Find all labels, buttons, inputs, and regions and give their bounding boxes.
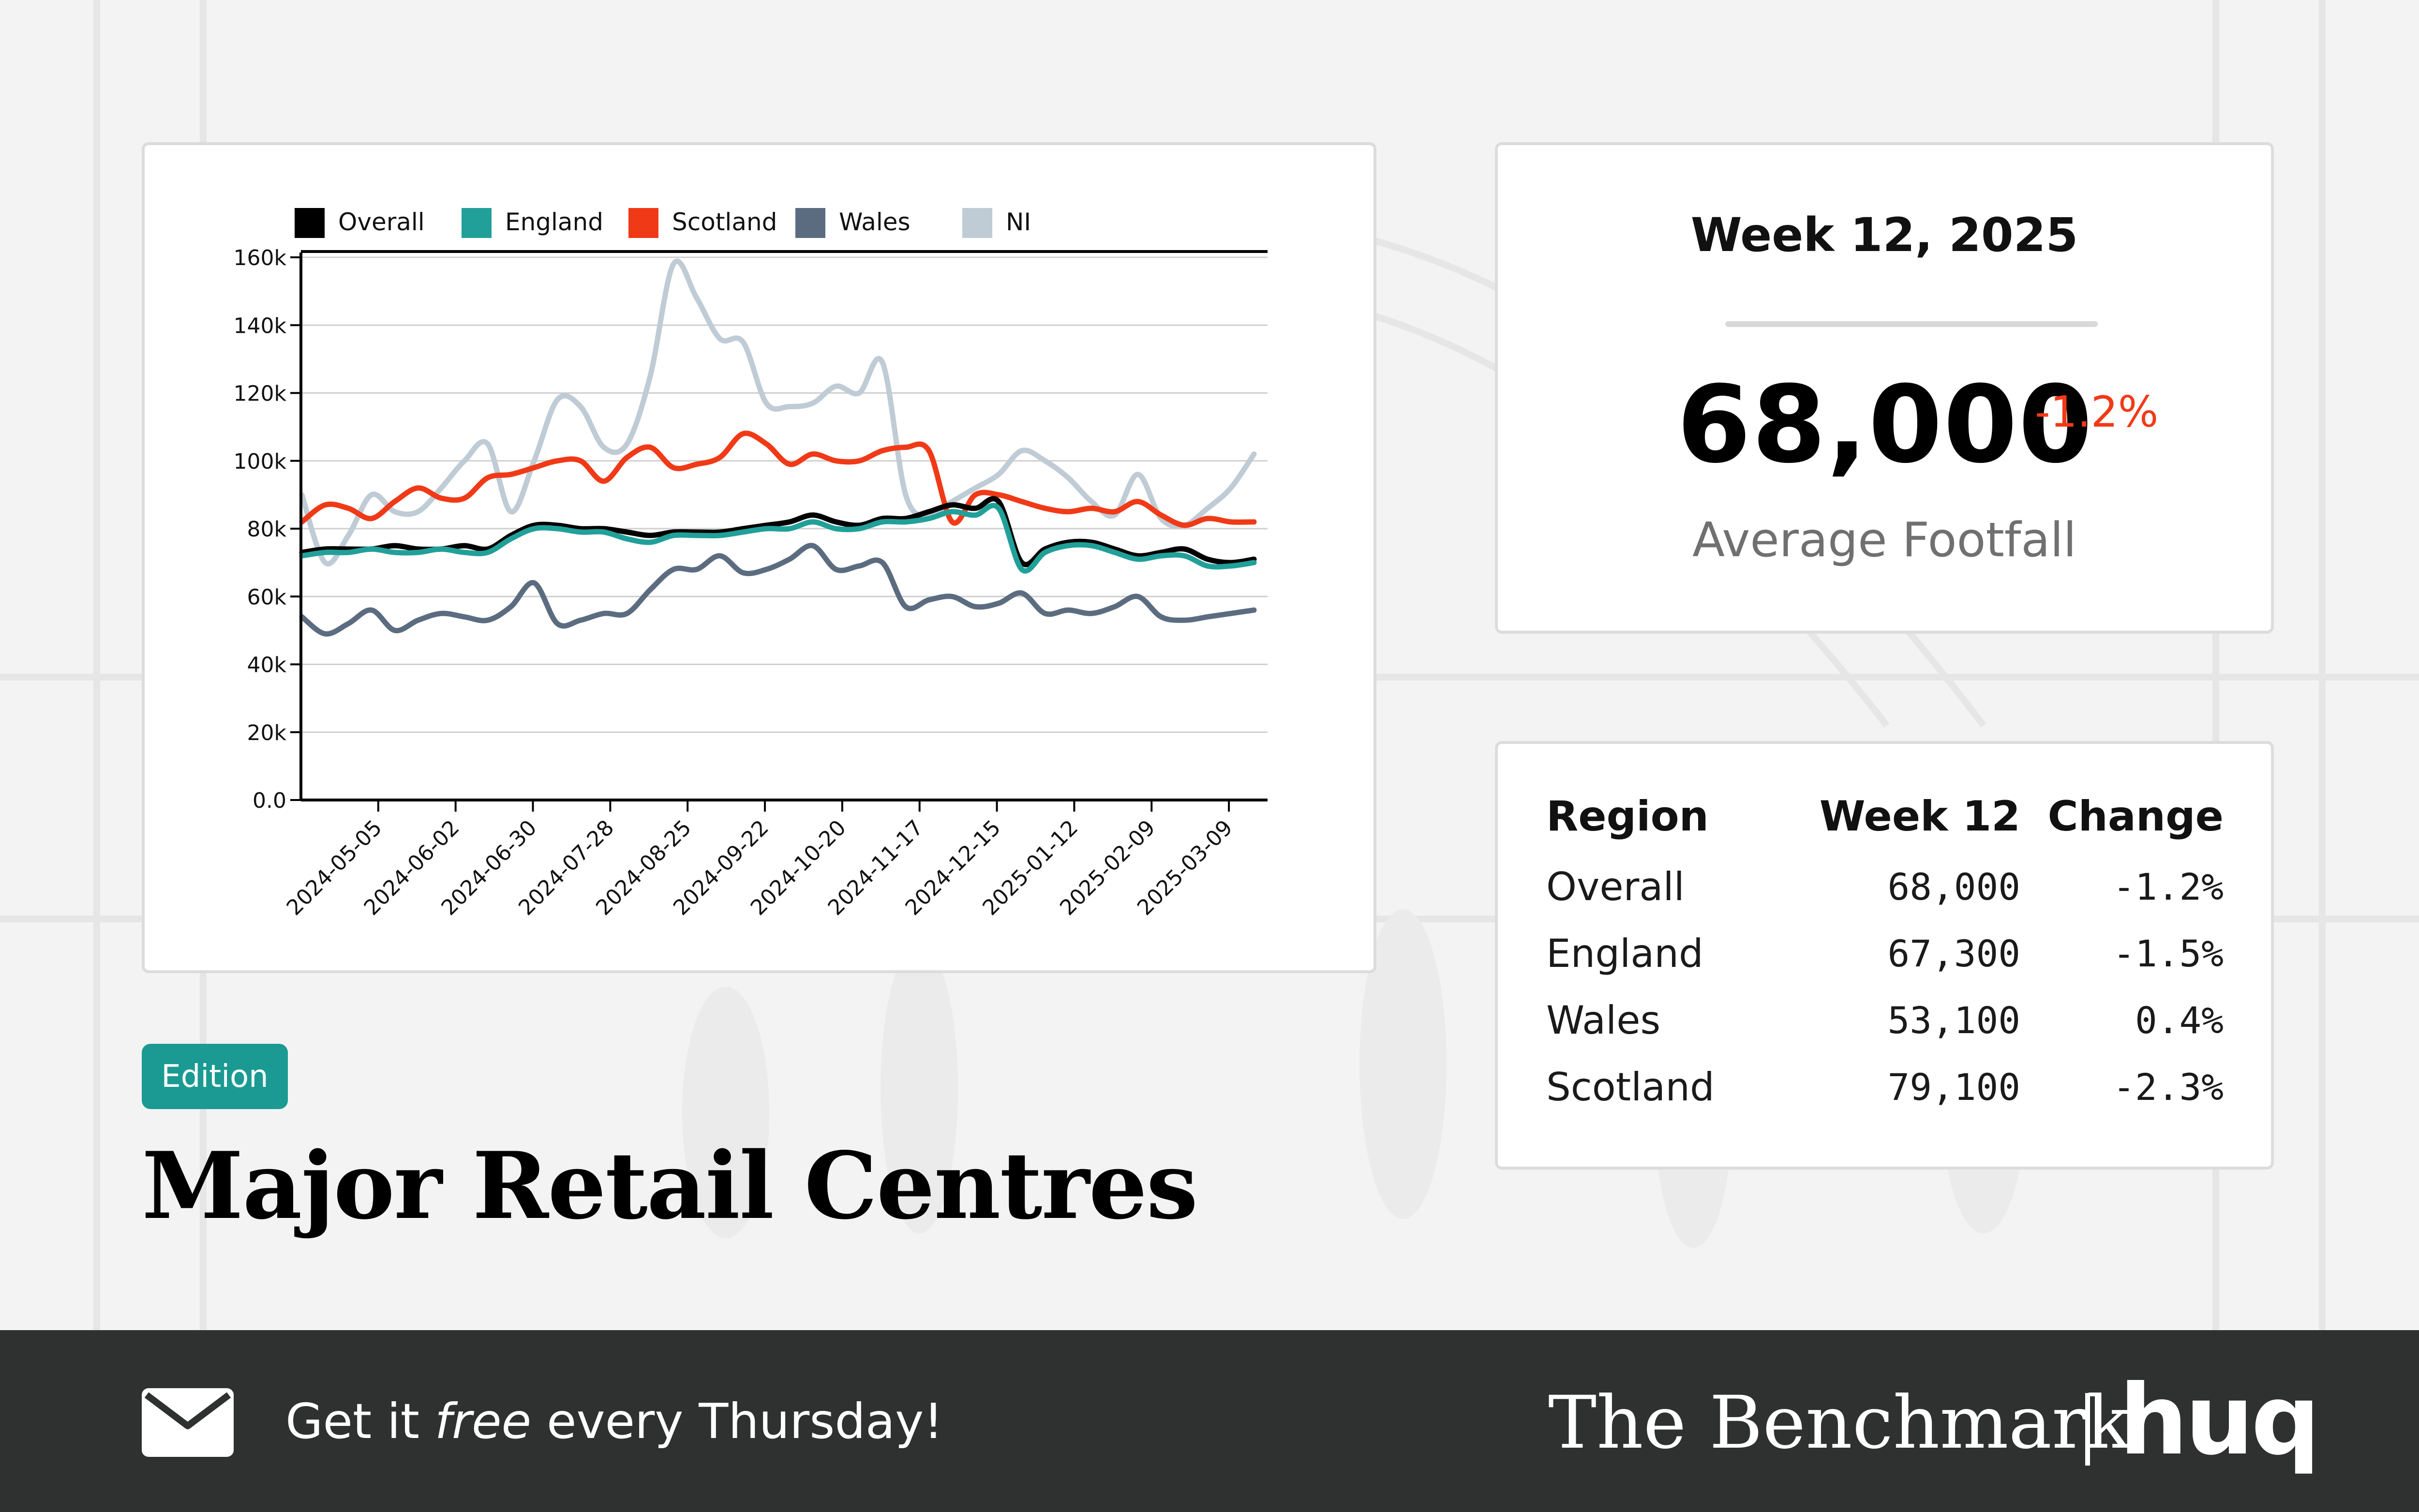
region-cell: Wales (1546, 997, 1661, 1043)
series-line-ni (299, 258, 1257, 567)
table-row: Scotland 79,100 -2.3% (1546, 1053, 2224, 1120)
cta-suffix: every Thursday! (531, 1393, 943, 1450)
subscribe-link[interactable]: Get it free every Thursday! (285, 1393, 943, 1450)
cta-prefix: Get it (285, 1393, 435, 1450)
week-cell: 68,000 (1887, 865, 2020, 908)
y-tick-label: 140k (234, 313, 287, 338)
y-tick-label: 20k (247, 721, 287, 745)
footer-bar (0, 1330, 2419, 1512)
legend-label: Overall (338, 208, 425, 236)
edition-badge: Edition (142, 1044, 288, 1109)
region-cell: England (1546, 931, 1703, 976)
legend-swatch (628, 208, 658, 238)
table-row: Overall 68,000 -1.2% (1546, 853, 2224, 920)
series-line-overall (299, 496, 1257, 567)
y-tick-label: 100k (234, 449, 287, 474)
legend-label: NI (1006, 208, 1031, 236)
region-cell: Scotland (1546, 1064, 1715, 1110)
y-tick-label: 40k (247, 653, 287, 678)
change-cell: 0.4% (2135, 998, 2224, 1042)
series-line-scotland (299, 430, 1257, 528)
y-tick-label: 160k (234, 246, 287, 270)
page-title: Major Retail Centres (142, 1132, 1198, 1240)
average-footfall-value: 68,000 (1677, 363, 2093, 487)
week-cell: 79,100 (1887, 1065, 2020, 1109)
legend-swatch (795, 208, 825, 238)
header-change: Change (2047, 792, 2224, 841)
change-cell: -2.3% (2113, 1065, 2224, 1109)
region-table-card: Region Week 12 Change Overall 68,000 -1.… (1495, 741, 2274, 1170)
change-value: -1.2% (2035, 387, 2159, 437)
change-cell: -1.5% (2113, 932, 2224, 975)
region-table: Region Week 12 Change Overall 68,000 -1.… (1546, 792, 2224, 1120)
cta-emphasis: free (434, 1393, 532, 1450)
week-label: Week 12, 2025 (1690, 208, 2078, 262)
legend-label: Scotland (672, 208, 777, 236)
legend-label: Wales (839, 208, 911, 236)
y-tick-label: 120k (234, 382, 287, 406)
chart-card: 0.0 20k 40k 60k 80k 100k 120k 140k 160k 2024-05-0… (142, 142, 1376, 973)
legend-label: England (505, 208, 603, 236)
brand-logo: huq (2119, 1364, 2320, 1477)
y-tick-label: 60k (247, 585, 287, 609)
week-cell: 53,100 (1887, 998, 2020, 1042)
y-tick-label: 80k (247, 517, 287, 542)
legend-swatch (462, 208, 492, 238)
mail-icon[interactable] (142, 1388, 234, 1457)
legend-swatch (295, 208, 325, 238)
footfall-line-chart: 0.020k40k60k80k100k120k140k160k2024-05-0… (234, 208, 1268, 920)
region-cell: Overall (1546, 864, 1685, 909)
header-region: Region (1546, 792, 1709, 841)
brand-name: The Benchmark (1548, 1381, 2131, 1465)
summary-card: Week 12, 2025 68,000 -1.2% Average Footf… (1495, 142, 2274, 634)
table-row: Wales 53,100 0.4% (1546, 987, 2224, 1053)
brand-divider (2085, 1393, 2090, 1466)
legend-swatch (962, 208, 992, 238)
y-tick-label: 0.0 (253, 788, 286, 813)
header-week: Week 12 (1819, 792, 2020, 841)
week-cell: 67,300 (1887, 932, 2020, 975)
divider (1725, 321, 2098, 327)
table-header-row: Region Week 12 Change (1546, 792, 2224, 853)
table-row: England 67,300 -1.5% (1546, 920, 2224, 987)
series-line-wales (299, 543, 1257, 637)
series-line-england (299, 503, 1257, 574)
change-cell: -1.2% (2113, 865, 2224, 908)
average-footfall-label: Average Footfall (1692, 513, 2076, 568)
